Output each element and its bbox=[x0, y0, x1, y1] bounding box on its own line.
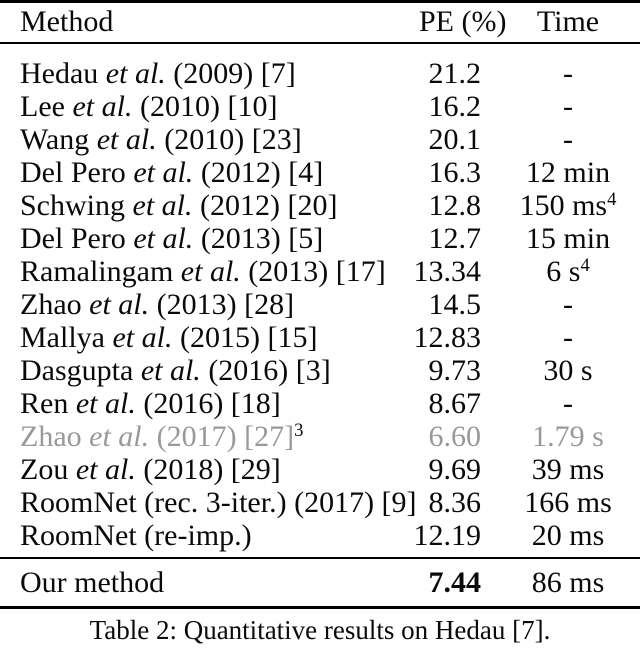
pe-cell: 12.7 bbox=[428, 222, 482, 255]
time-cell: 150 ms4 bbox=[519, 188, 617, 222]
table-caption: Table 2: Quantitative results on Hedau [… bbox=[89, 615, 551, 645]
time-cell: - bbox=[563, 387, 573, 420]
time-cell: 166 ms bbox=[524, 486, 612, 519]
method-cell: Ramalingam et al. (2013) [17] bbox=[20, 255, 386, 288]
our-method-row: Our method 7.44 86 ms bbox=[0, 559, 640, 606]
table-header-row: Method PE (%) Time bbox=[0, 3, 640, 42]
header-pe: PE (%) bbox=[419, 5, 507, 38]
time-cell: - bbox=[563, 57, 573, 90]
table-row: Del Pero et al. (2012) [4] 16.3 12 min bbox=[0, 156, 640, 189]
table-row: Ren et al. (2016) [18] 8.67 - bbox=[0, 387, 640, 420]
table-body: Hedau et al. (2009) [7] 21.2 - Lee et al… bbox=[0, 44, 640, 552]
method-cell: Dasgupta et al. (2016) [3] bbox=[20, 354, 331, 387]
pe-cell: 8.36 bbox=[428, 486, 482, 519]
time-cell: - bbox=[563, 90, 573, 123]
table-pre-final-rule bbox=[0, 557, 640, 559]
method-cell: Zou et al. (2018) [29] bbox=[20, 453, 281, 486]
method-cell: Del Pero et al. (2012) [4] bbox=[20, 156, 324, 189]
table-row: Zhao et al. (2013) [28] 14.5 - bbox=[0, 288, 640, 321]
time-cell: 20 ms bbox=[531, 519, 605, 552]
pe-cell: 13.34 bbox=[413, 255, 482, 288]
table-row: Lee et al. (2010) [10] 16.2 - bbox=[0, 90, 640, 123]
table-row: Schwing et al. (2012) [20] 12.8 150 ms4 bbox=[0, 189, 640, 222]
pe-cell: 8.67 bbox=[428, 387, 482, 420]
method-cell: Mallya et al. (2015) [15] bbox=[20, 321, 318, 354]
pe-cell: 7.44 bbox=[428, 565, 482, 599]
table-header-rule bbox=[0, 42, 640, 44]
pe-cell: 9.69 bbox=[428, 453, 482, 486]
time-cell: 39 ms bbox=[531, 453, 605, 486]
time-cell: 86 ms bbox=[531, 565, 605, 599]
table-row: Del Pero et al. (2013) [5] 12.7 15 min bbox=[0, 222, 640, 255]
header-time: Time bbox=[536, 5, 600, 38]
method-cell: Our method bbox=[20, 565, 165, 599]
table-row: Zou et al. (2018) [29] 9.69 39 ms bbox=[0, 453, 640, 486]
time-cell: - bbox=[563, 123, 573, 156]
table-top-rule bbox=[0, 0, 640, 3]
method-cell: Zhao et al. (2013) [28] bbox=[20, 288, 295, 321]
table-row: Dasgupta et al. (2016) [3] 9.73 30 s bbox=[0, 354, 640, 387]
table-row: RoomNet (re-imp.) 12.19 20 ms bbox=[0, 519, 640, 552]
table-bottom-rule bbox=[0, 606, 640, 609]
table-row: Mallya et al. (2015) [15] 12.83 - bbox=[0, 321, 640, 354]
pe-cell: 20.1 bbox=[428, 123, 482, 156]
table-row: Wang et al. (2010) [23] 20.1 - bbox=[0, 123, 640, 156]
table-row: Hedau et al. (2009) [7] 21.2 - bbox=[0, 57, 640, 90]
time-cell: 6 s4 bbox=[546, 254, 590, 288]
method-cell: Zhao et al. (2017) [27]3 bbox=[20, 419, 304, 453]
table-row: RoomNet (rec. 3-iter.) (2017) [9] 8.36 1… bbox=[0, 486, 640, 519]
method-cell: Hedau et al. (2009) [7] bbox=[20, 57, 296, 90]
pe-cell: 16.2 bbox=[428, 90, 482, 123]
method-cell: RoomNet (rec. 3-iter.) (2017) [9] bbox=[20, 486, 417, 519]
table-row: Ramalingam et al. (2013) [17] 13.34 6 s4 bbox=[0, 255, 640, 288]
time-cell: 12 min bbox=[525, 156, 611, 189]
pe-cell: 14.5 bbox=[428, 288, 482, 321]
pe-cell: 12.8 bbox=[428, 189, 482, 222]
method-cell: Lee et al. (2010) [10] bbox=[20, 90, 278, 123]
table-row: Zhao et al. (2017) [27]3 6.60 1.79 s bbox=[0, 420, 640, 453]
time-cell: 1.79 s bbox=[532, 420, 604, 453]
pe-cell: 12.83 bbox=[413, 321, 482, 354]
header-method: Method bbox=[20, 5, 114, 38]
pe-cell: 21.2 bbox=[428, 57, 482, 90]
method-cell: Del Pero et al. (2013) [5] bbox=[20, 222, 324, 255]
pe-cell: 12.19 bbox=[413, 519, 482, 552]
time-cell: 30 s bbox=[543, 354, 593, 387]
method-cell: RoomNet (re-imp.) bbox=[20, 519, 252, 552]
method-cell: Wang et al. (2010) [23] bbox=[20, 123, 302, 156]
pe-cell: 16.3 bbox=[428, 156, 482, 189]
method-cell: Schwing et al. (2012) [20] bbox=[20, 189, 338, 222]
time-cell: - bbox=[563, 288, 573, 321]
time-cell: - bbox=[563, 321, 573, 354]
pe-cell: 6.60 bbox=[428, 420, 482, 453]
time-cell: 15 min bbox=[525, 222, 611, 255]
method-cell: Ren et al. (2016) [18] bbox=[20, 387, 281, 420]
pe-cell: 9.73 bbox=[428, 354, 482, 387]
